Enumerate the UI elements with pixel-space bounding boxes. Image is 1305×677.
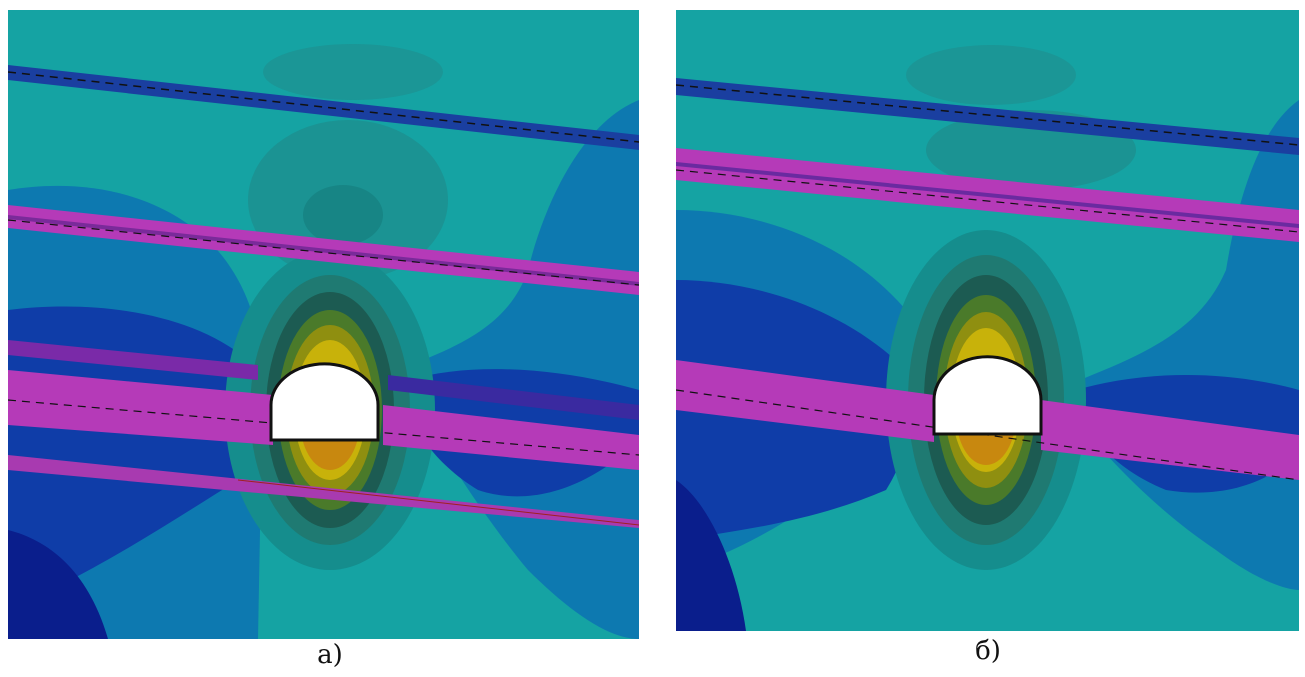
crack-trace-2 — [676, 169, 1299, 233]
fracture-band-1 — [8, 65, 639, 150]
fracture-band-4-left — [676, 360, 934, 442]
crack-trace-3 — [8, 399, 639, 456]
fracture-band-4-left — [8, 370, 273, 445]
panel-b-caption: б) — [975, 636, 1001, 666]
crack-trace-2 — [8, 219, 639, 286]
fracture-band-3-right — [388, 375, 639, 420]
upper-shade-blob — [906, 45, 1076, 105]
fracture-band-2-line — [676, 162, 1299, 228]
fracture-band-3-left — [8, 340, 258, 380]
crack-trace-1 — [8, 71, 639, 143]
left-navy-corner — [8, 530, 108, 639]
stress-field-plot-a — [8, 10, 639, 639]
stress-field-panel-a — [8, 10, 639, 639]
stress-field-panel-b — [676, 10, 1299, 631]
fracture-band-4-right — [1041, 400, 1299, 480]
fracture-band-2-line — [8, 215, 639, 286]
upper-shade-blob — [263, 44, 443, 100]
left-navy-corner — [676, 480, 746, 631]
fracture-band-5 — [8, 455, 639, 528]
fracture-band-4-right — [383, 405, 639, 470]
crack-trace-1 — [676, 84, 1299, 146]
crack-trace-4 — [237, 479, 639, 526]
fracture-band-1 — [676, 78, 1299, 155]
right-blue-zone — [398, 100, 639, 639]
tunnel-opening — [932, 355, 1043, 436]
stress-field-plot-b — [676, 10, 1299, 631]
mid-shade-core — [303, 185, 383, 245]
panel-a-caption: а) — [317, 640, 343, 670]
tunnel-opening — [269, 362, 380, 442]
